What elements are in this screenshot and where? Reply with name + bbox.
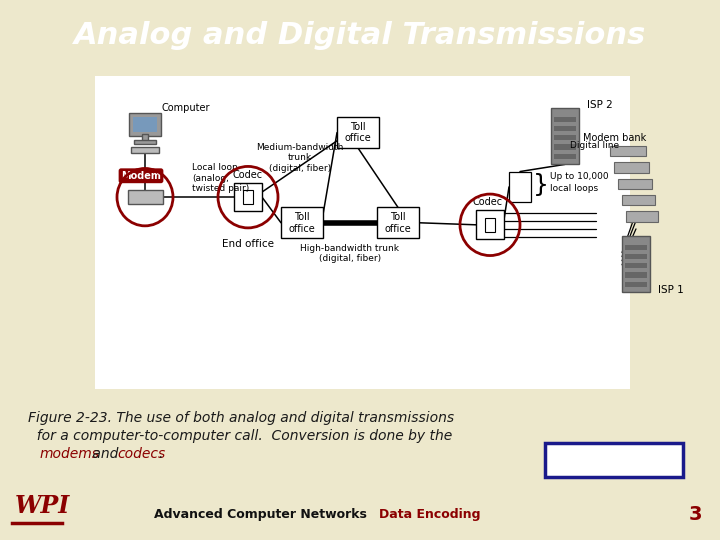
Bar — [554, 126, 576, 131]
Bar — [625, 254, 647, 259]
Bar — [131, 147, 159, 153]
Bar — [127, 190, 163, 204]
Text: Toll
office: Toll office — [384, 212, 411, 234]
Bar — [625, 273, 647, 278]
Bar — [618, 179, 652, 189]
Bar — [377, 207, 419, 238]
Bar — [142, 134, 148, 142]
Bar — [622, 235, 650, 292]
Text: Codec: Codec — [473, 197, 503, 207]
Bar — [551, 107, 579, 164]
Bar — [476, 211, 504, 239]
Bar — [554, 117, 576, 122]
Text: ISP 2: ISP 2 — [587, 100, 613, 110]
Bar — [554, 153, 576, 159]
Text: modems: modems — [40, 447, 100, 461]
Text: 3: 3 — [688, 505, 702, 524]
Text: WPI: WPI — [15, 494, 71, 518]
Text: local loops: local loops — [550, 185, 598, 193]
Bar — [554, 144, 576, 150]
Text: Digital line: Digital line — [570, 141, 619, 151]
Bar — [610, 146, 646, 156]
Text: End office: End office — [222, 239, 274, 249]
Bar — [545, 443, 683, 477]
Text: ISP 1: ISP 1 — [658, 285, 684, 295]
Text: Analog and Digital Transmissions: Analog and Digital Transmissions — [74, 22, 646, 50]
Text: .: . — [158, 447, 163, 461]
Bar — [614, 163, 649, 173]
Text: Medium-bandwidth
trunk
(digital, fiber): Medium-bandwidth trunk (digital, fiber) — [256, 143, 343, 173]
Bar — [625, 245, 647, 250]
Text: Toll
office: Toll office — [289, 212, 315, 234]
Text: Computer: Computer — [161, 103, 210, 113]
Text: codecs: codecs — [117, 447, 166, 461]
Text: Toll
office: Toll office — [345, 122, 372, 144]
Bar — [485, 218, 495, 232]
Text: Modem: Modem — [121, 171, 161, 181]
Text: Tanenbaum: Tanenbaum — [571, 454, 657, 467]
Bar — [625, 282, 647, 287]
Text: }: } — [533, 173, 549, 197]
Bar — [133, 117, 157, 132]
Bar — [622, 195, 655, 205]
Bar — [337, 117, 379, 148]
Text: for a computer-to-computer call.  Conversion is done by the: for a computer-to-computer call. Convers… — [28, 429, 452, 443]
Bar — [626, 212, 658, 222]
Bar — [243, 190, 253, 204]
Text: Local loop
(analog,
twisted pair): Local loop (analog, twisted pair) — [192, 164, 249, 193]
Text: Up to 10,000: Up to 10,000 — [550, 172, 608, 181]
Bar — [281, 207, 323, 238]
Text: Modem bank: Modem bank — [583, 133, 647, 143]
Bar — [134, 140, 156, 144]
Text: Advanced Computer Networks: Advanced Computer Networks — [153, 508, 366, 521]
Bar — [625, 263, 647, 268]
Text: and: and — [88, 447, 122, 461]
Bar — [234, 183, 262, 212]
Text: Codec: Codec — [233, 170, 263, 180]
Bar — [95, 76, 630, 389]
Bar — [554, 135, 576, 140]
Bar — [509, 172, 531, 202]
Text: Figure 2-23. The use of both analog and digital transmissions: Figure 2-23. The use of both analog and … — [28, 411, 454, 425]
Bar — [129, 113, 161, 136]
Text: High-bandwidth trunk
(digital, fiber): High-bandwidth trunk (digital, fiber) — [300, 244, 400, 263]
Text: Data Encoding: Data Encoding — [379, 508, 481, 521]
